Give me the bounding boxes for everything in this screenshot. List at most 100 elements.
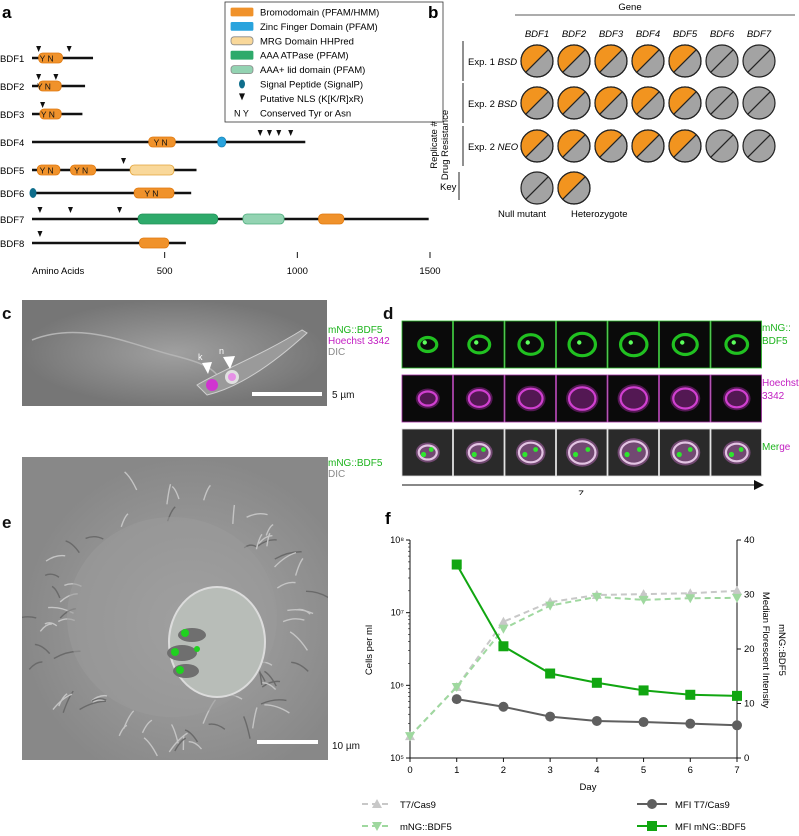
channel-hoechst: Hoechst 3342	[328, 336, 390, 347]
protein-bdf7: BDF7	[0, 207, 429, 226]
x-tick-label: 3	[547, 765, 552, 776]
y2-axis-title-line1: Median Florescent Intensity	[760, 592, 771, 708]
legend-swatch	[239, 79, 245, 89]
panel-c-channel-labels: mNG::BDF5 Hoechst 3342 DIC	[328, 325, 390, 358]
z-frame-tile	[710, 320, 762, 369]
parasitophorous-vacuole	[168, 586, 266, 698]
heterozygote-circle	[557, 171, 591, 205]
data-point	[685, 689, 696, 700]
gene-label: BDF3	[599, 29, 624, 40]
protein-name: BDF8	[0, 239, 24, 250]
domain-mrg	[129, 164, 175, 176]
legend-item: MFI mNG::BDF5	[637, 821, 746, 833]
data-point	[405, 732, 415, 742]
drug-resistance-label: Drug Resistance	[440, 110, 451, 180]
knockout-circles: Exp. 1 BSD Exp. 2 BSD Exp. 2 NEO	[462, 41, 776, 166]
z-frame-tile	[453, 374, 505, 423]
y-tick-label: 10⁶	[390, 680, 404, 690]
z-frame-tile	[453, 320, 505, 369]
heterozygote-circle	[557, 86, 591, 120]
channel-dic-e: DIC	[328, 469, 346, 480]
key-label: Key	[440, 182, 457, 193]
data-point	[545, 711, 556, 722]
y2-tick-label: 40	[744, 535, 755, 546]
heterozygote-circle	[594, 86, 628, 120]
x-tick-label: 6	[688, 765, 693, 776]
legend-marker	[372, 799, 382, 808]
protein-bdf8: BDF8	[0, 231, 186, 250]
heterozygote-circle	[668, 129, 702, 163]
series-mng-bdf5	[405, 592, 742, 742]
heterozygote-circle	[668, 44, 702, 78]
y-tick-label: 10⁸	[390, 535, 404, 545]
x-tick-label: 5	[641, 765, 646, 776]
row-label-merge: Merge	[762, 442, 791, 453]
z-frame-tile	[453, 428, 505, 477]
conserved-yn: Y N	[41, 110, 55, 120]
legend-row: Zinc Finger Domain (PFAM)	[230, 22, 378, 33]
legend-label: Conserved Tyr or Asn	[260, 108, 351, 119]
protein-bdf3: BDF3 Y N	[0, 102, 83, 121]
x-tick-label: 2	[501, 765, 506, 776]
data-point	[591, 677, 602, 688]
null-mutant-circle	[742, 129, 776, 163]
gene-label: BDF7	[747, 29, 772, 40]
flagellum	[31, 331, 223, 381]
channel-mng-bdf5-e: mNG::BDF5	[328, 458, 383, 469]
z-frame-tile	[710, 374, 762, 423]
legend-label: AAA+ lid domain (PFAM)	[260, 65, 365, 76]
domain-bromo	[318, 213, 345, 225]
domain-bromo	[133, 187, 175, 199]
aa-axis-ticks: 500 1000 1500	[157, 252, 441, 277]
legend-item: T7/Cas9	[362, 799, 436, 811]
z-frame-tile	[401, 320, 453, 369]
domain-aaa	[137, 213, 219, 225]
nls-marker	[121, 158, 127, 164]
domain-bromo	[38, 52, 63, 64]
z-frame-tile	[504, 428, 556, 477]
data-point	[591, 715, 602, 726]
nls-marker	[276, 130, 282, 136]
legend-item: MFI T7/Cas9	[637, 799, 730, 811]
panel-letter-b: b	[428, 3, 438, 22]
gene-labels: BDF1 BDF2 BDF3 BDF4 BDF5 BDF6 BDF7	[525, 29, 772, 40]
protein-name: BDF5	[0, 166, 24, 177]
protein-bdf4: BDF4 Y N	[0, 130, 306, 149]
conserved-yn: Y N	[40, 54, 54, 64]
knockout-key: Key Null mutant Heterozygote	[440, 171, 628, 220]
z-frame-tile	[556, 428, 608, 477]
legend-label: Signal Peptide (SignalP)	[260, 80, 363, 91]
panel-e-micrograph	[22, 457, 328, 760]
protein-bdf6: BDF6 Y N	[0, 187, 192, 200]
arrow-n	[223, 356, 235, 369]
z-frame-tile	[710, 428, 762, 477]
arrow-n-label: n	[219, 346, 224, 356]
legend-marker	[372, 822, 382, 831]
data-point	[732, 585, 742, 595]
heterozygote-circle	[520, 86, 554, 120]
z-frame-tile	[556, 374, 608, 423]
legend-item: mNG::BDF5	[362, 822, 452, 833]
amino-acids-label: Amino Acids	[32, 266, 85, 277]
nls-marker	[37, 231, 43, 237]
gene-label: BDF5	[673, 29, 698, 40]
null-mutant-circle	[742, 44, 776, 78]
legend-label: Bromodomain (PFAM/HMM)	[260, 8, 379, 19]
nls-marker	[66, 46, 72, 52]
heterozygote-circle	[631, 86, 665, 120]
data-point	[498, 624, 509, 634]
series-line	[409, 589, 738, 737]
legend-row: AAA ATPase (PFAM)	[230, 51, 349, 62]
aa-tick-label: 1500	[419, 266, 440, 277]
nls-marker	[288, 130, 294, 136]
panel-letter-f: f	[385, 509, 391, 528]
legend-row: N Y Conserved Tyr or Asn	[234, 108, 351, 119]
replicate-label: Exp. 2 BSD	[468, 99, 517, 110]
z-frame-tile	[607, 320, 659, 369]
conserved-yn: Y N	[37, 82, 51, 92]
legend-label: MRG Domain HHPred	[260, 36, 354, 47]
mng-signal-2	[171, 648, 179, 656]
heterozygote-circle	[594, 129, 628, 163]
series-t7-cas9	[405, 585, 742, 741]
